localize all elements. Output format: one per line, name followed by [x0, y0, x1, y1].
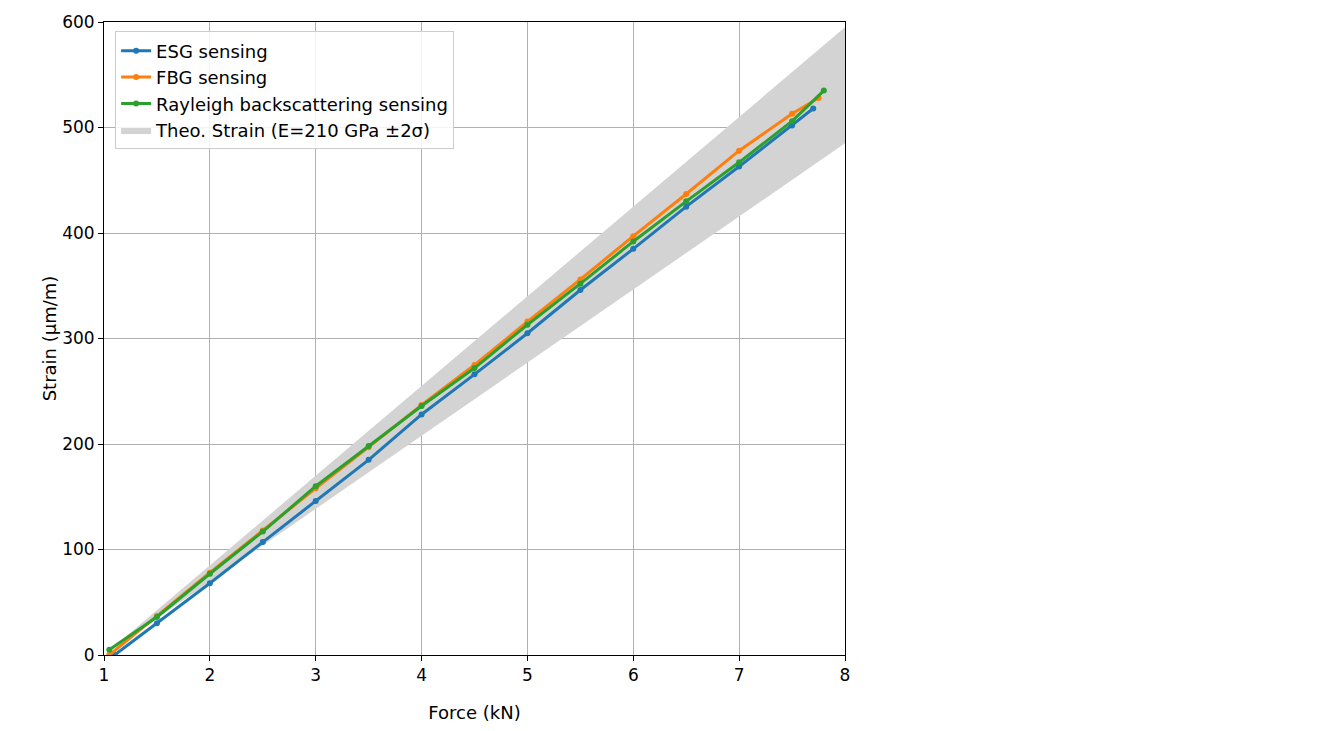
svg-text:FBG sensing: FBG sensing [156, 67, 267, 88]
svg-text:1: 1 [99, 665, 110, 685]
svg-text:200: 200 [62, 434, 94, 454]
svg-text:2: 2 [204, 665, 215, 685]
svg-text:Strain (µm/m): Strain (µm/m) [39, 276, 60, 402]
svg-text:6: 6 [628, 665, 639, 685]
svg-text:ESG sensing: ESG sensing [156, 41, 268, 62]
svg-text:4: 4 [416, 665, 427, 685]
svg-text:100: 100 [62, 539, 94, 559]
svg-text:5: 5 [522, 665, 533, 685]
svg-text:300: 300 [62, 328, 94, 348]
svg-text:Theo. Strain (E=210 GPa ±2σ): Theo. Strain (E=210 GPa ±2σ) [155, 120, 430, 141]
svg-text:0: 0 [84, 645, 95, 665]
svg-text:Rayleigh backscattering sensin: Rayleigh backscattering sensing [156, 94, 448, 115]
svg-text:8: 8 [840, 665, 851, 685]
svg-text:Force (kN): Force (kN) [428, 702, 520, 723]
svg-text:600: 600 [62, 12, 94, 32]
svg-text:500: 500 [62, 117, 94, 137]
svg-text:400: 400 [62, 223, 94, 243]
svg-text:3: 3 [310, 665, 321, 685]
svg-text:7: 7 [734, 665, 745, 685]
